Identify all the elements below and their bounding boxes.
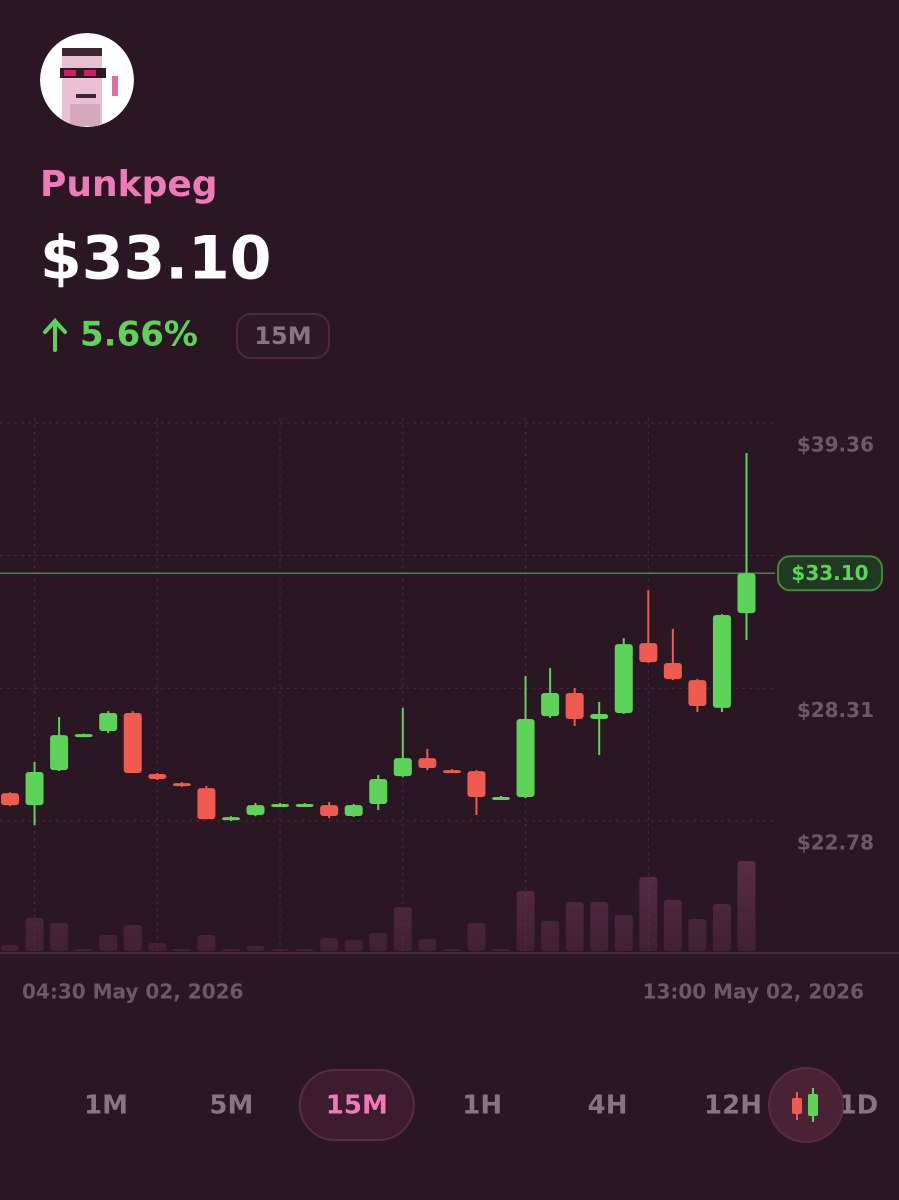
volume-bar <box>442 949 461 951</box>
timeframe-button[interactable]: 4H <box>588 1091 628 1121</box>
candle-body <box>221 817 240 821</box>
candle-body <box>50 735 69 771</box>
volume-bar <box>295 949 314 951</box>
candle-body <box>467 771 486 797</box>
candle-body <box>25 772 44 806</box>
volume-bar <box>148 943 167 951</box>
volume-bar <box>614 915 633 951</box>
volume-bar <box>123 925 142 951</box>
volume-bar <box>246 946 265 951</box>
x-label-end: 13:00 May 02, 2026 <box>643 980 864 1004</box>
timeframe-button[interactable]: 15M <box>326 1091 388 1121</box>
y-tick-label: $28.31 <box>797 698 874 722</box>
volume-bars <box>1 861 756 951</box>
volume-bar <box>369 933 388 951</box>
chart-type-button[interactable] <box>768 1067 844 1143</box>
volume-bar <box>639 877 658 951</box>
volume-bar <box>663 900 682 951</box>
icon-candle <box>808 1094 818 1116</box>
y-tick-label: $22.78 <box>797 831 874 855</box>
volume-bar <box>712 904 731 951</box>
volume-bar <box>221 949 240 951</box>
volume-bar <box>50 923 69 951</box>
candle-body <box>590 713 609 719</box>
y-tick-label: $39.36 <box>797 433 874 457</box>
volume-bar <box>344 940 363 951</box>
interval-badge <box>236 313 330 359</box>
token-name: Punkpeg <box>40 164 218 205</box>
volume-bar <box>516 891 535 951</box>
candle-body <box>320 805 339 816</box>
candle-body <box>712 615 731 708</box>
volume-bar <box>197 935 216 951</box>
candle-body <box>565 693 584 719</box>
volume-bar <box>688 919 707 951</box>
candle-body <box>393 758 412 777</box>
volume-bar <box>99 935 118 951</box>
candle-body <box>1 793 19 806</box>
candle-body <box>418 758 437 768</box>
candle-body <box>172 783 191 787</box>
chart-type-button-bg <box>768 1067 844 1143</box>
icon-candle <box>792 1098 802 1114</box>
candle-body <box>295 803 314 807</box>
candle-body <box>516 718 535 797</box>
candle-body <box>639 643 658 663</box>
candle-body <box>74 734 93 738</box>
volume-bar <box>492 949 510 951</box>
volume-bar <box>320 938 339 951</box>
volume-bar <box>393 907 412 951</box>
timeframe-button[interactable]: 1D <box>839 1091 879 1121</box>
price-change: 5.66% <box>80 315 198 355</box>
timeframe-button[interactable]: 5M <box>209 1091 253 1121</box>
current-price-label: $33.10 <box>791 561 868 585</box>
timeframe-button[interactable]: 1H <box>462 1091 502 1121</box>
candle-body <box>492 796 510 800</box>
timeframe-button[interactable]: 1M <box>84 1091 128 1121</box>
volume-bar <box>25 918 44 951</box>
candle-body <box>344 805 363 816</box>
volume-bar <box>418 939 437 951</box>
volume-bar <box>74 949 93 951</box>
interval-badge-label: 15M <box>254 322 311 350</box>
volume-bar <box>271 949 290 951</box>
volume-bar <box>172 949 191 951</box>
candle-body <box>688 680 707 707</box>
price: $33.10 <box>40 224 272 294</box>
candle-body <box>99 712 118 731</box>
up-arrow <box>43 318 67 352</box>
current-price-tag <box>777 555 883 592</box>
candle-body <box>197 788 216 820</box>
x-label-start: 04:30 May 02, 2026 <box>22 980 243 1004</box>
avatar <box>40 33 134 127</box>
timeframe-button[interactable]: 12H <box>704 1091 762 1121</box>
candle-body <box>369 778 388 804</box>
candle-body <box>123 712 142 773</box>
volume-bar <box>1 945 19 951</box>
volume-bar <box>467 923 486 951</box>
candle-body <box>541 693 560 717</box>
volume-bar <box>737 861 756 951</box>
candle-body <box>442 770 461 774</box>
volume-bar <box>590 902 609 951</box>
volume-bar <box>541 921 560 951</box>
candle-body <box>246 805 265 815</box>
timeframe-selected-bg <box>298 1069 415 1141</box>
candle-body <box>614 644 633 713</box>
timeframe-bar: 1M 5M 15M 1H 4H 12H 1D <box>84 1067 879 1143</box>
candle-body <box>737 573 756 614</box>
candle-body <box>663 663 682 680</box>
volume-bar <box>565 902 584 951</box>
candle-body <box>271 803 290 807</box>
candle-body <box>148 773 167 779</box>
